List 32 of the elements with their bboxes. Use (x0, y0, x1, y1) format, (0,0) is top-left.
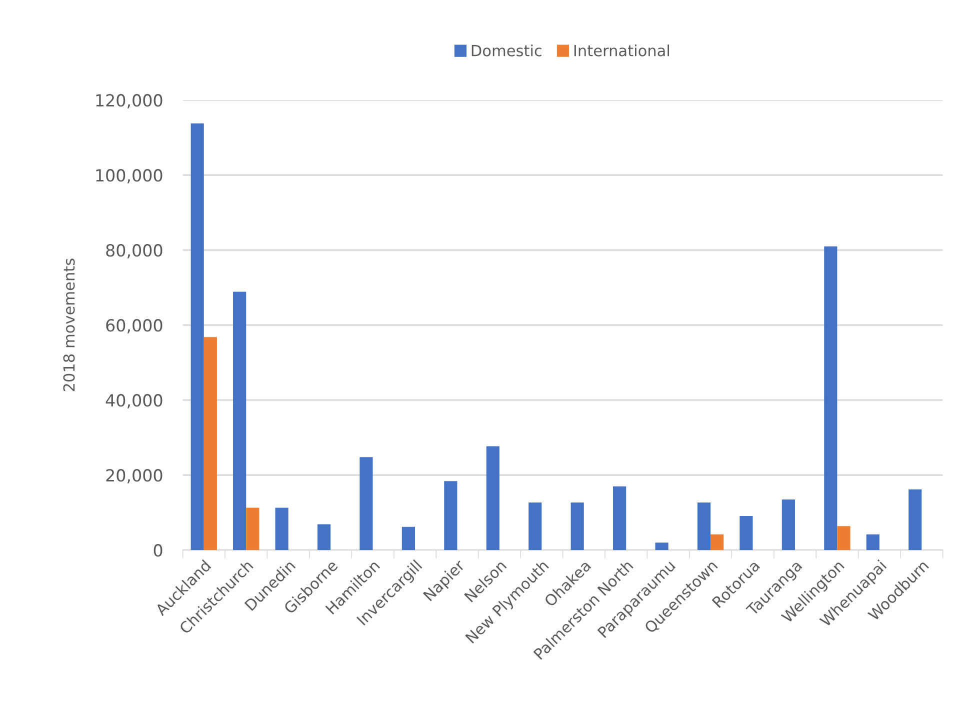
bar (866, 534, 880, 550)
bar (528, 502, 542, 550)
y-tick-label: 100,000 (96, 169, 162, 184)
bar (697, 502, 711, 550)
bar (824, 246, 838, 550)
bar (246, 508, 260, 550)
bar (570, 502, 584, 550)
bar (204, 337, 217, 550)
bar (486, 446, 500, 550)
legend-label: Domestic (472, 44, 542, 56)
bar (837, 526, 850, 550)
bar (233, 292, 246, 550)
y-tick-label: 120,000 (96, 94, 162, 108)
legend-label: International (574, 44, 669, 56)
bar (317, 524, 331, 550)
y-tick-label: 0 (154, 544, 162, 557)
bar (402, 526, 415, 550)
y-tick-label: 80,000 (106, 244, 162, 258)
y-tick-label: 40,000 (106, 394, 162, 408)
bar (710, 534, 724, 550)
bar (613, 486, 626, 550)
bar (444, 481, 458, 550)
y-tick-label: 20,000 (106, 469, 162, 484)
bar (190, 123, 204, 550)
bar (740, 516, 753, 550)
bar (908, 489, 922, 550)
y-tick-label: 60,000 (106, 319, 162, 334)
bar (782, 499, 795, 550)
bar (275, 508, 288, 550)
y-axis-title: 2018 movements (63, 258, 75, 392)
bar (655, 542, 668, 550)
bar (360, 457, 373, 550)
